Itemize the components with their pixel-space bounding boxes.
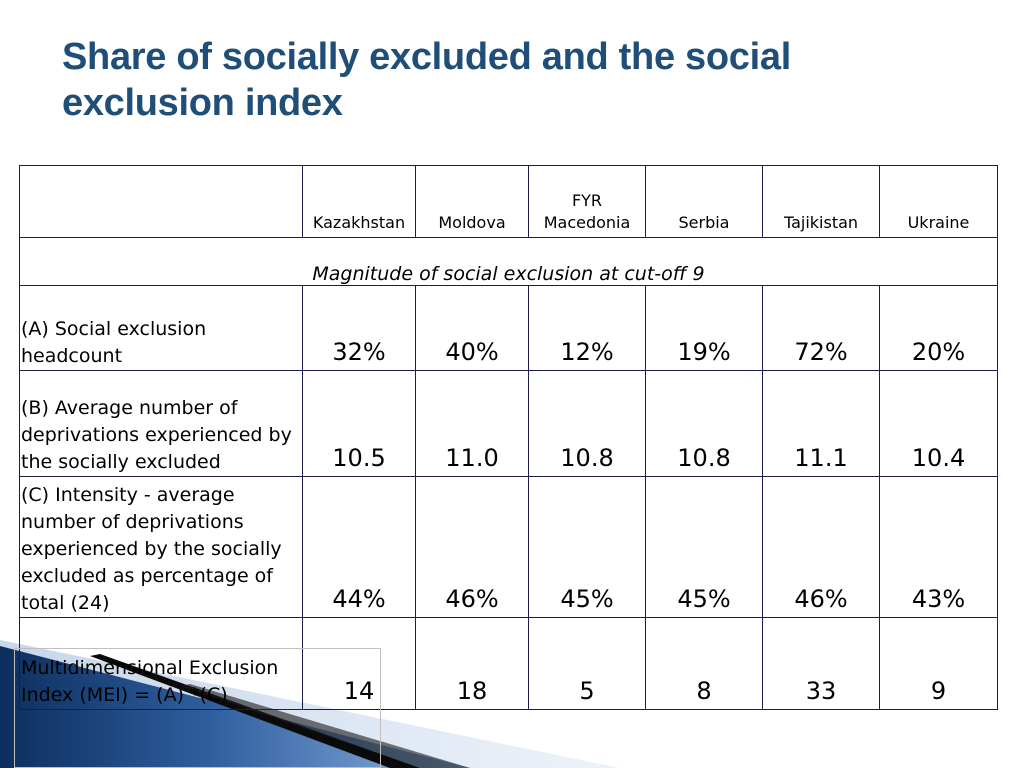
table-cell: 5 <box>528 617 646 710</box>
table-cell: 19% <box>645 285 763 371</box>
table-cell: 14 <box>302 617 416 710</box>
header-row: Kazakhstan Moldova FYR Macedonia Serbia … <box>19 165 998 238</box>
table-cell: 45% <box>645 476 763 618</box>
table-cell: 12% <box>528 285 646 371</box>
table-cell: 9 <box>879 617 998 710</box>
section-header: Magnitude of social exclusion at cut-off… <box>19 237 998 286</box>
table-row: Multidimensional Exclusion Index (MEI) =… <box>19 617 998 710</box>
table-cell: 10.8 <box>528 370 646 477</box>
table-cell: 10.5 <box>302 370 416 477</box>
table-cell: 45% <box>528 476 646 618</box>
table-cell: 18 <box>415 617 529 710</box>
table-cell: 72% <box>762 285 880 371</box>
table-cell: 46% <box>762 476 880 618</box>
slide-title: Share of socially excluded and the socia… <box>62 36 791 124</box>
table-cell: 8 <box>645 617 763 710</box>
column-header-ukraine: Ukraine <box>879 165 998 238</box>
table-cell: 10.8 <box>645 370 763 477</box>
table-cell: 11.1 <box>762 370 880 477</box>
row-label-average-deprivations: (B) Average number of deprivations exper… <box>19 370 303 477</box>
table-cell: 33 <box>762 617 880 710</box>
section-header-row: Magnitude of social exclusion at cut-off… <box>19 237 998 286</box>
table-row: (B) Average number of deprivations exper… <box>19 370 998 477</box>
table-row: (A) Social exclusion headcount 32% 40% 1… <box>19 285 998 371</box>
table-cell: 40% <box>415 285 529 371</box>
column-header-moldova: Moldova <box>415 165 529 238</box>
column-header-serbia: Serbia <box>645 165 763 238</box>
row-label-intensity: (C) Intensity - average number of depriv… <box>19 476 303 618</box>
column-header-tajikistan: Tajikistan <box>762 165 880 238</box>
row-label-headcount: (A) Social exclusion headcount <box>19 285 303 371</box>
corner-cell <box>19 165 303 238</box>
table-cell: 10.4 <box>879 370 998 477</box>
table-cell: 11.0 <box>415 370 529 477</box>
table-row: (C) Intensity - average number of depriv… <box>19 476 998 618</box>
column-header-fyr-macedonia: FYR Macedonia <box>528 165 646 238</box>
exclusion-table: Kazakhstan Moldova FYR Macedonia Serbia … <box>19 165 998 710</box>
table-cell: 46% <box>415 476 529 618</box>
table-cell: 20% <box>879 285 998 371</box>
column-header-kazakhstan: Kazakhstan <box>302 165 416 238</box>
table-cell: 32% <box>302 285 416 371</box>
table-cell: 43% <box>879 476 998 618</box>
row-label-mei: Multidimensional Exclusion Index (MEI) =… <box>19 617 303 710</box>
table-cell: 44% <box>302 476 416 618</box>
